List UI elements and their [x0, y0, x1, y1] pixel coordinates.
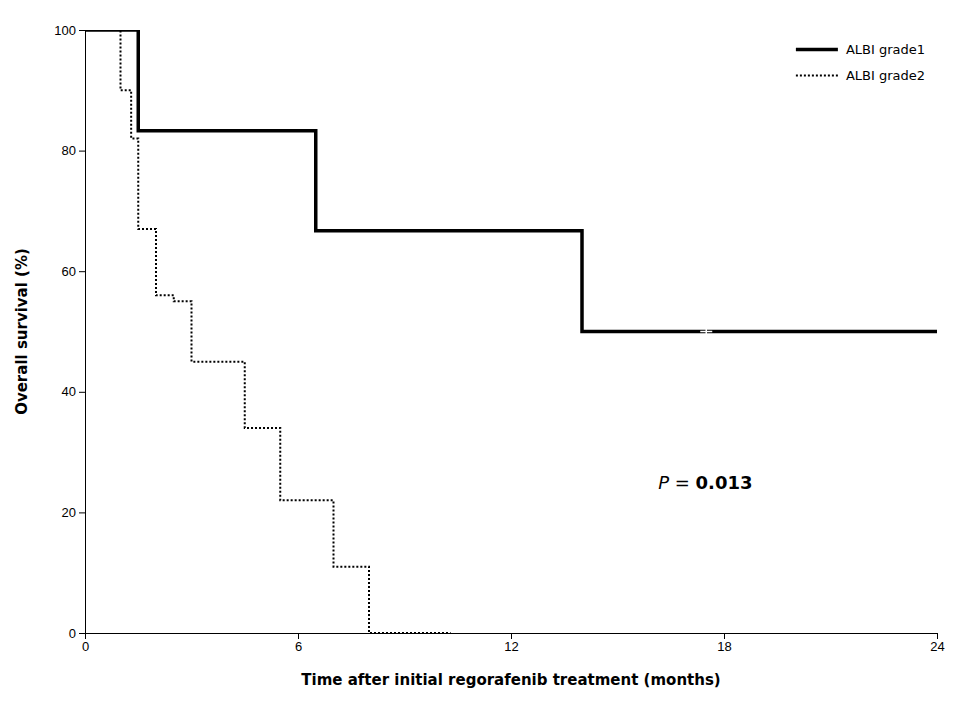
y-axis: 0 20 40 60 80 100	[54, 23, 85, 641]
tick-mark	[79, 30, 85, 31]
tick-label: 20	[62, 505, 76, 520]
legend-item: ALBI grade2	[796, 68, 925, 83]
tick: 40	[62, 384, 85, 399]
legend-swatch	[796, 48, 838, 52]
tick: 6	[295, 633, 302, 654]
survival-line	[85, 30, 937, 332]
tick-label: 40	[62, 384, 76, 399]
plot: 0 6 12 18 24 0 20 40 60 80 100 Time after initial r…	[13, 23, 945, 689]
tick-mark	[79, 151, 85, 152]
tick-label: 18	[717, 639, 731, 654]
tick: 12	[504, 633, 518, 654]
tick: 60	[62, 264, 85, 279]
legend-label: ALBI grade1	[846, 42, 925, 57]
censor-mark	[700, 326, 712, 338]
tick-mark	[511, 633, 512, 639]
legend-swatch	[796, 74, 838, 76]
legend-item: ALBI grade1	[796, 42, 925, 57]
tick: 100	[54, 23, 85, 38]
legend-label: ALBI grade2	[846, 68, 925, 83]
tick-mark	[79, 512, 85, 513]
tick-mark	[724, 633, 725, 639]
annotation: P = 0.013	[658, 472, 752, 493]
annotation-text: P =	[658, 472, 695, 493]
tick-mark	[79, 271, 85, 272]
x-axis-title: Time after initial regorafenib treatment…	[301, 671, 720, 689]
tick-label: 24	[930, 639, 944, 654]
tick-label: 0	[82, 639, 89, 654]
tick: 20	[62, 505, 85, 520]
tick-label: 6	[295, 639, 302, 654]
tick-label: 60	[62, 264, 76, 279]
axis-line	[79, 31, 86, 634]
tick: 0	[82, 633, 89, 654]
tick: 0	[69, 626, 85, 641]
tick-label: 0	[69, 626, 76, 641]
marks	[85, 30, 937, 633]
tick-mark	[79, 392, 85, 393]
tick-mark	[298, 633, 299, 639]
tick-label: 80	[62, 143, 76, 158]
y-axis-title: Overall survival (%)	[13, 248, 31, 415]
tick: 80	[62, 143, 85, 158]
chart: 0 6 12 18 24 0 20 40 60 80 100 Time after initial r…	[0, 0, 967, 708]
survival-line	[85, 30, 451, 633]
tick: 18	[717, 633, 731, 654]
tick-label: 12	[504, 639, 518, 654]
tick: 24	[930, 633, 944, 654]
tick-label: 100	[54, 23, 76, 38]
tick-mark	[79, 633, 85, 634]
annotation-text: 0.013	[696, 472, 753, 493]
tick-mark	[937, 633, 938, 639]
axis-line	[86, 634, 938, 640]
legend: ALBI grade1 ALBI grade2	[796, 42, 925, 83]
x-axis: 0 6 12 18 24	[82, 633, 945, 654]
